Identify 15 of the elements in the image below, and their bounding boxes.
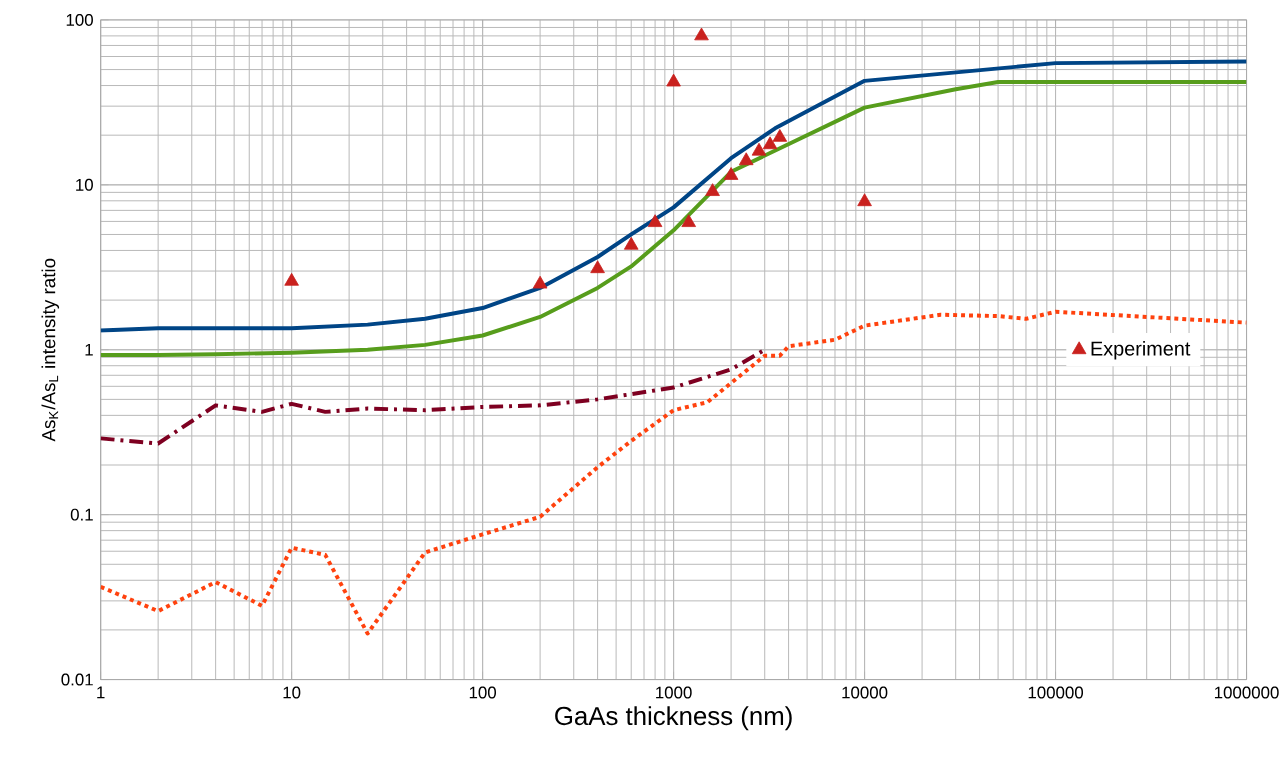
y-tick-label: 0.1 [70, 508, 93, 521]
x-tick-label: 100000 [1028, 686, 1084, 699]
y-tick-label: 1 [85, 343, 93, 356]
x-tick-label: 1000000 [1214, 686, 1279, 699]
y-tick-label: 0.01 [61, 673, 93, 686]
x-tick-label: 1 [97, 686, 105, 699]
legend-label: Experiment [1091, 340, 1191, 360]
x-axis-title: GaAs thickness (nm) [555, 706, 792, 731]
y-tick-label: 100 [66, 13, 93, 26]
x-tick-label: 10 [283, 686, 301, 699]
x-tick-label: 1000 [656, 686, 692, 699]
y-tick-label: 10 [76, 178, 93, 191]
x-tick-label: 10000 [842, 686, 888, 699]
y-axis-title: As$_{K}$/As$_{L}$ intensity ratio [41, 258, 60, 442]
x-tick-label: 100 [469, 686, 497, 699]
